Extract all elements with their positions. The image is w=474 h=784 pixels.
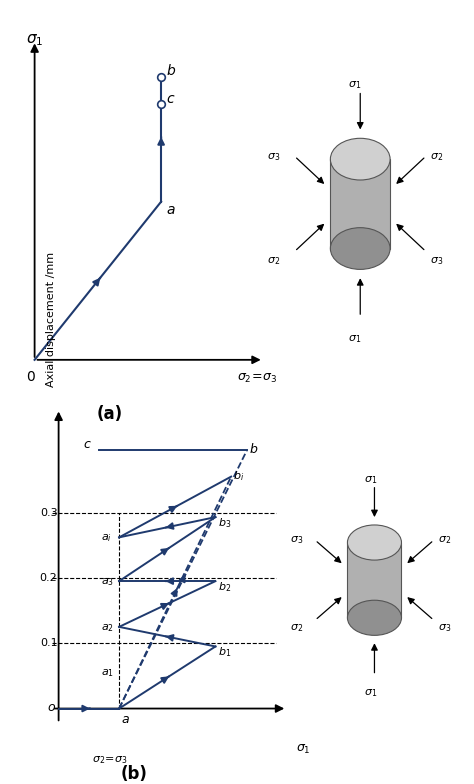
Text: 0.3: 0.3 — [40, 507, 57, 517]
Text: $a_1$: $a_1$ — [101, 667, 114, 680]
Polygon shape — [330, 159, 390, 249]
Text: $\sigma_2\!=\!\sigma_3$: $\sigma_2\!=\!\sigma_3$ — [237, 372, 277, 385]
Text: $a_i$: $a_i$ — [101, 532, 112, 544]
Polygon shape — [347, 543, 401, 618]
Text: b: b — [249, 444, 257, 456]
Text: 0.2: 0.2 — [40, 573, 57, 583]
Text: $\sigma_2$: $\sigma_2$ — [290, 622, 303, 634]
Text: $a_2$: $a_2$ — [101, 622, 114, 633]
Text: $\sigma_3$: $\sigma_3$ — [438, 622, 451, 634]
Text: $\sigma_1$: $\sigma_1$ — [296, 743, 311, 757]
Text: $\sigma_3$: $\sigma_3$ — [290, 535, 303, 546]
Text: $\sigma_1$: $\sigma_1$ — [348, 333, 362, 345]
Text: $b_2$: $b_2$ — [218, 580, 231, 593]
Ellipse shape — [347, 525, 401, 560]
Ellipse shape — [330, 138, 390, 180]
Text: a: a — [121, 713, 129, 726]
Text: (a): (a) — [97, 405, 123, 423]
Ellipse shape — [330, 227, 390, 270]
Text: (b): (b) — [120, 764, 147, 782]
Text: $\sigma_1$: $\sigma_1$ — [348, 80, 362, 92]
Text: a: a — [166, 203, 175, 217]
Text: o: o — [47, 702, 55, 714]
Text: c: c — [166, 92, 174, 106]
Text: b: b — [166, 64, 175, 78]
Text: $\sigma_2$: $\sigma_2$ — [267, 256, 280, 267]
Text: $a_3$: $a_3$ — [101, 576, 114, 588]
Text: Axial displacement /mm: Axial displacement /mm — [46, 252, 56, 387]
Text: $b_1$: $b_1$ — [218, 645, 231, 659]
Text: $\sigma_3$: $\sigma_3$ — [430, 256, 443, 267]
Text: $\sigma_1$: $\sigma_1$ — [364, 688, 377, 699]
Text: $\sigma_3$: $\sigma_3$ — [267, 151, 280, 163]
Text: $\sigma_1$: $\sigma_1$ — [26, 32, 43, 49]
Text: $\sigma_2$: $\sigma_2$ — [430, 151, 443, 163]
Text: c: c — [83, 437, 90, 451]
Text: $b_i$: $b_i$ — [233, 470, 245, 484]
Ellipse shape — [347, 601, 401, 635]
Text: 0: 0 — [26, 370, 35, 384]
Text: $\sigma_2\!=\!\sigma_3$: $\sigma_2\!=\!\sigma_3$ — [92, 754, 128, 766]
Text: 0.1: 0.1 — [40, 638, 57, 648]
Text: $\sigma_1$: $\sigma_1$ — [364, 474, 377, 486]
Text: $b_3$: $b_3$ — [218, 516, 231, 530]
Text: $\sigma_2$: $\sigma_2$ — [438, 535, 451, 546]
